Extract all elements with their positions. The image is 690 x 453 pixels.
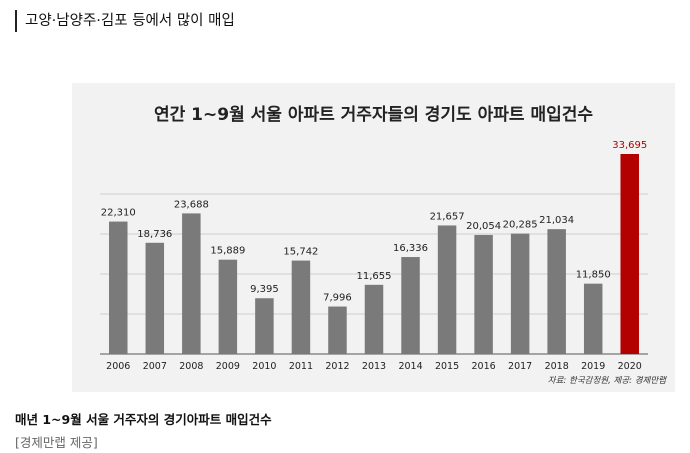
image-credit: [경제만랩 제공] [15, 435, 98, 450]
data-label-2015: 21,657 [430, 211, 465, 222]
bar-2012 [328, 306, 347, 354]
x-tick-label-2017: 2017 [508, 361, 532, 372]
x-tick-label-2008: 2008 [179, 361, 203, 372]
x-tick-label-2018: 2018 [545, 361, 569, 372]
data-label-2009: 15,889 [210, 246, 245, 257]
bar-2015 [437, 225, 457, 354]
data-label-2020: 33,695 [612, 140, 647, 151]
data-label-2012: 7,996 [323, 293, 352, 304]
data-label-2017: 20,285 [503, 220, 538, 231]
data-label-2014: 16,336 [393, 243, 428, 254]
x-tick-label-2014: 2014 [398, 361, 422, 372]
x-tick-label-2011: 2011 [289, 361, 313, 372]
data-label-2013: 11,655 [357, 271, 392, 282]
bar-2013 [364, 284, 384, 354]
x-tick-label-2012: 2012 [325, 361, 349, 372]
bar-2016 [474, 234, 493, 354]
bar-chart: 22,310 2006 18,736 2007 23,688 2008 15,889 2009… [100, 140, 648, 372]
bar-2006 [109, 221, 128, 354]
x-tick-label-2007: 2007 [143, 361, 167, 372]
data-label-2006: 22,310 [101, 208, 136, 219]
x-tick-label-2019: 2019 [581, 361, 605, 372]
data-label-2019: 11,850 [576, 270, 611, 281]
bar-2020 [620, 154, 639, 354]
chart-title: 연간 1~9월 서울 아파트 거주자들의 경기도 아파트 매입건수 [153, 105, 594, 125]
x-tick-label-2006: 2006 [106, 361, 130, 372]
data-label-2016: 20,054 [466, 221, 501, 232]
bar-2007 [145, 242, 165, 354]
bar-2010 [255, 298, 274, 354]
data-label-2007: 18,736 [137, 229, 172, 240]
bar-2011 [291, 260, 311, 354]
x-tick-label-2010: 2010 [252, 361, 276, 372]
bar-2009 [218, 259, 238, 354]
data-label-2008: 23,688 [174, 199, 209, 210]
data-label-2010: 9,395 [250, 284, 279, 295]
data-label-2018: 21,034 [539, 215, 574, 226]
bar-2018 [547, 229, 566, 354]
x-tick-label-2015: 2015 [435, 361, 459, 372]
bar-2017 [510, 233, 530, 354]
x-tick-label-2009: 2009 [216, 361, 240, 372]
bar-2014 [401, 257, 420, 354]
image-caption: 매년 1~9월 서울 거주자의 경기아파트 매입건수 [15, 412, 272, 427]
bar-2019 [583, 283, 603, 354]
article-subheading: 고양·남양주·김포 등에서 많이 매입 [15, 10, 235, 32]
x-tick-label-2016: 2016 [472, 361, 496, 372]
data-label-2011: 15,742 [283, 247, 318, 258]
x-tick-label-2020: 2020 [618, 361, 642, 372]
bar-2008 [182, 213, 201, 354]
chart-figure: 연간 1~9월 서울 아파트 거주자들의 경기도 아파트 매입건수 22,310… [72, 83, 675, 392]
x-tick-label-2013: 2013 [362, 361, 386, 372]
chart-source-note: 자료: 한국감정원, 제공: 경제만랩 [547, 376, 666, 386]
